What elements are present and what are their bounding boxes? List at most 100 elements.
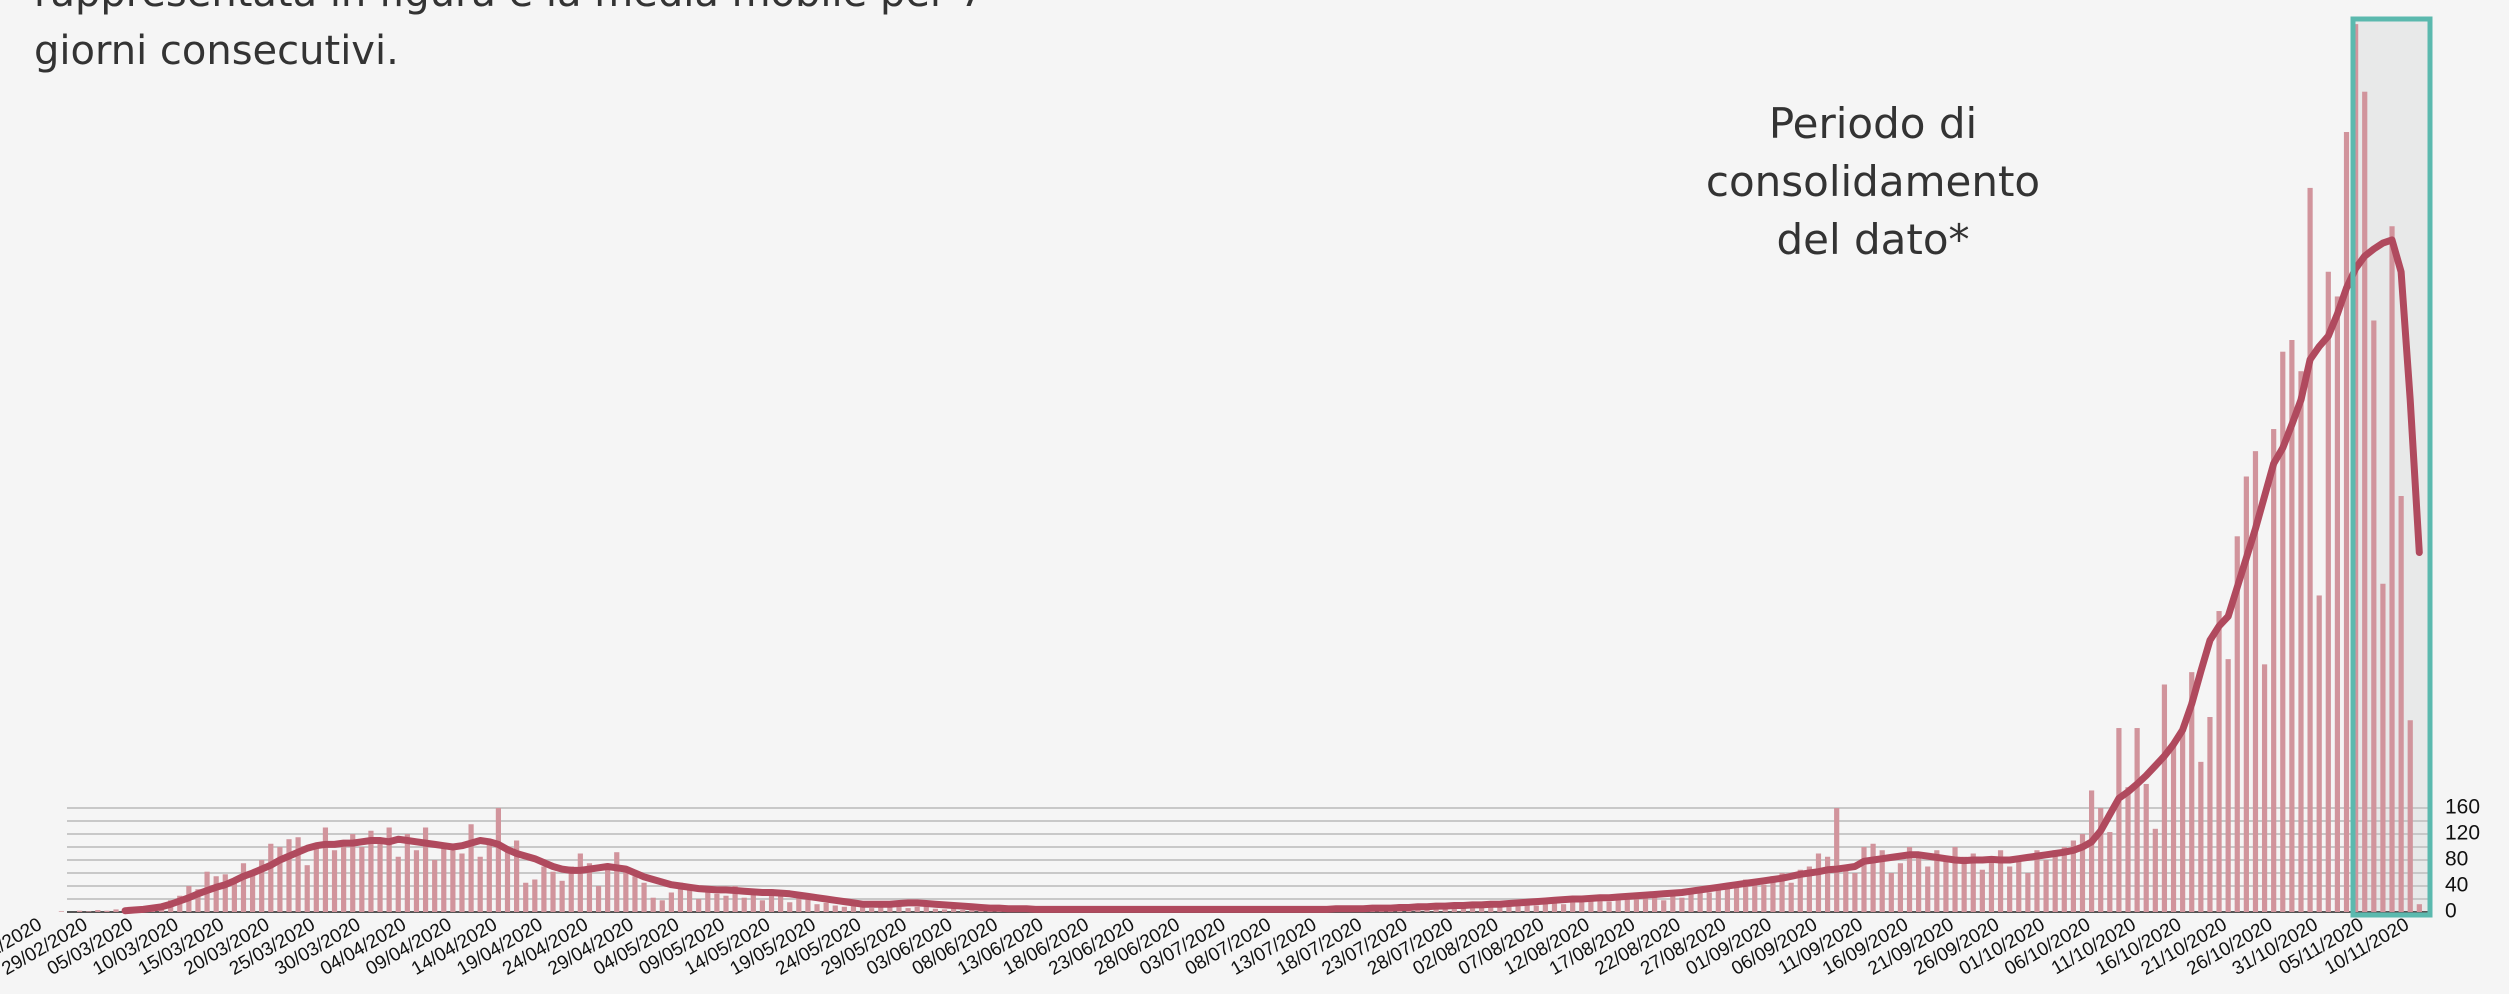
bar bbox=[2125, 787, 2131, 912]
bar bbox=[459, 853, 465, 912]
bar bbox=[878, 906, 884, 912]
moving-average-line bbox=[121, 236, 2423, 915]
bar bbox=[814, 904, 820, 912]
bar bbox=[969, 908, 975, 912]
bar bbox=[240, 863, 247, 912]
bar bbox=[432, 860, 438, 912]
bar bbox=[1815, 853, 1822, 912]
bar bbox=[2052, 850, 2058, 912]
bar bbox=[714, 893, 720, 912]
bar bbox=[377, 840, 383, 912]
annotation: del dato* bbox=[1776, 215, 1969, 264]
bar bbox=[341, 840, 347, 912]
bar bbox=[1479, 904, 1485, 912]
bar bbox=[1615, 895, 1621, 912]
bar bbox=[1970, 853, 1976, 912]
bar bbox=[2025, 873, 2031, 912]
bar bbox=[659, 900, 665, 912]
bar bbox=[1788, 882, 1794, 912]
bar bbox=[541, 866, 547, 912]
bar bbox=[869, 908, 875, 912]
bar bbox=[1934, 850, 1940, 912]
bar bbox=[805, 899, 811, 912]
bar bbox=[1879, 850, 1885, 912]
bar bbox=[231, 879, 237, 912]
bar bbox=[2280, 351, 2286, 912]
bar bbox=[2407, 720, 2413, 912]
bar bbox=[1570, 899, 1576, 912]
bar bbox=[441, 843, 447, 912]
bar bbox=[1652, 895, 1658, 912]
annotation: Periodo di bbox=[1769, 99, 1977, 148]
annotation: consolidamento bbox=[1706, 157, 2040, 206]
bar bbox=[896, 904, 902, 912]
bar bbox=[859, 905, 866, 912]
bar bbox=[705, 889, 711, 912]
y-tick-label: 0 bbox=[2445, 900, 2457, 923]
bar bbox=[1916, 856, 1922, 912]
bar bbox=[2034, 850, 2040, 912]
bar bbox=[2343, 132, 2350, 912]
bar bbox=[960, 910, 966, 912]
bar bbox=[1560, 904, 1567, 912]
bar bbox=[222, 874, 228, 912]
bar bbox=[249, 873, 256, 912]
bar bbox=[586, 863, 593, 912]
bar bbox=[268, 843, 274, 912]
bar bbox=[77, 910, 83, 912]
bar bbox=[932, 908, 938, 912]
bar bbox=[778, 895, 784, 912]
bar bbox=[641, 882, 647, 912]
bar bbox=[2134, 728, 2140, 912]
bar bbox=[2398, 496, 2404, 912]
bar bbox=[523, 882, 529, 912]
bar bbox=[386, 827, 392, 912]
bar bbox=[2371, 320, 2377, 912]
bar bbox=[2043, 860, 2049, 912]
bar bbox=[750, 892, 756, 912]
bar bbox=[1761, 884, 1767, 912]
bar bbox=[559, 880, 565, 912]
bar bbox=[1806, 866, 1812, 912]
bar bbox=[2316, 595, 2322, 912]
bar bbox=[395, 856, 401, 912]
bar bbox=[2089, 790, 2095, 912]
intro-text: giorni consecutivi. bbox=[34, 28, 399, 74]
bar bbox=[1588, 900, 1594, 912]
bar bbox=[1779, 873, 1785, 912]
bar bbox=[1943, 860, 1949, 912]
bar bbox=[2261, 664, 2268, 912]
bar bbox=[286, 839, 292, 912]
bar bbox=[923, 905, 929, 912]
bar bbox=[1925, 866, 1931, 912]
bar bbox=[832, 905, 838, 912]
bar bbox=[914, 906, 920, 912]
bar bbox=[295, 837, 301, 912]
bar bbox=[2234, 536, 2240, 912]
bar bbox=[1861, 847, 1867, 912]
bar bbox=[2362, 91, 2368, 912]
bar bbox=[2079, 834, 2086, 912]
bar bbox=[741, 897, 747, 912]
bar bbox=[1870, 843, 1876, 912]
bar bbox=[450, 850, 456, 912]
bar bbox=[277, 847, 283, 912]
bar bbox=[650, 897, 656, 912]
bar bbox=[768, 889, 775, 912]
bar bbox=[2016, 856, 2022, 912]
bar bbox=[514, 840, 520, 912]
bar bbox=[2289, 340, 2295, 912]
bar bbox=[1688, 893, 1694, 912]
bar bbox=[941, 909, 948, 912]
consolidation-frame bbox=[2350, 16, 2433, 918]
bar bbox=[104, 910, 110, 912]
bar bbox=[1606, 901, 1612, 912]
bar bbox=[1497, 905, 1503, 912]
bar bbox=[2353, 24, 2359, 913]
bar bbox=[1743, 879, 1749, 912]
bar bbox=[1633, 893, 1639, 912]
bar bbox=[504, 847, 511, 912]
bar bbox=[2252, 451, 2259, 912]
bar bbox=[350, 834, 356, 912]
